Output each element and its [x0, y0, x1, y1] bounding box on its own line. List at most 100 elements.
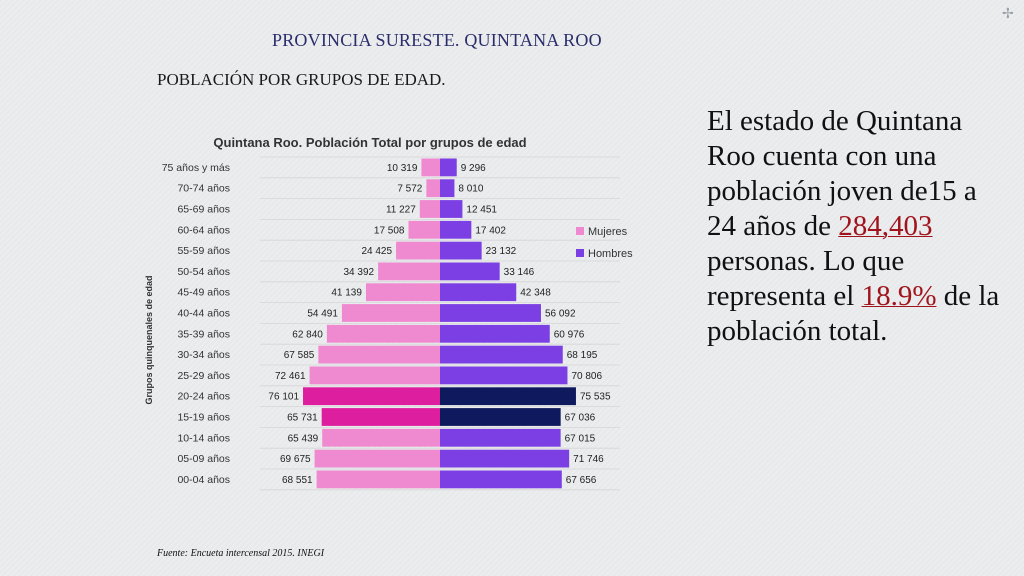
- category-label: 75 años y más: [162, 162, 230, 174]
- y-axis-label: Grupos quinquenales de edad: [144, 275, 154, 404]
- summary-text: El estado de Quintana Roo cuenta con una…: [707, 104, 1007, 349]
- bar-hombres: [440, 200, 463, 218]
- data-label-hombres: 12 451: [466, 205, 497, 216]
- bar-mujeres: [326, 324, 440, 343]
- bar-mujeres: [314, 449, 440, 468]
- bar-mujeres: [316, 470, 440, 489]
- bar-mujeres: [419, 200, 440, 218]
- young-population-count: 284,403: [838, 210, 933, 242]
- category-label: 50-54 años: [177, 266, 230, 278]
- category-labels: 75 años y más 70-74 años 65-69 años 60-64 a…: [162, 162, 230, 486]
- data-label-hombres: 60 976: [554, 329, 585, 340]
- bar-hombres: [440, 470, 562, 489]
- bar-mujeres: [396, 241, 440, 260]
- data-label-hombres: 56 092: [545, 309, 576, 320]
- corner-ornament-icon: ✢: [1002, 6, 1014, 22]
- young-population-percent: 18.9%: [861, 280, 937, 312]
- bar-mujeres: [421, 158, 440, 177]
- data-label-mujeres: 65 439: [288, 433, 319, 444]
- legend-label: Mujeres: [588, 226, 628, 238]
- legend-swatch: [576, 227, 584, 235]
- data-label-mujeres: 72 461: [275, 371, 306, 382]
- data-label-mujeres: 34 392: [344, 267, 375, 278]
- data-label-mujeres: 10 319: [387, 163, 418, 174]
- category-label: 45-49 años: [177, 287, 230, 299]
- data-label-hombres: 33 146: [504, 267, 535, 278]
- slide-title: PROVINCIA SURESTE. QUINTANA ROO: [272, 30, 602, 50]
- data-label-hombres: 68 195: [567, 350, 598, 361]
- category-label: 00-04 años: [177, 474, 230, 486]
- bar-mujeres: [426, 179, 440, 198]
- bar-mujeres: [321, 408, 440, 426]
- category-label: 05-09 años: [177, 453, 230, 465]
- chart-legend: Mujeres Hombres: [576, 226, 633, 260]
- bar-hombres: [440, 220, 472, 239]
- data-label-mujeres: 65 731: [287, 413, 318, 424]
- population-pyramid-chart: Quintana Roo. Población Total por grupos…: [130, 125, 650, 542]
- category-label: 60-64 años: [177, 224, 230, 236]
- bar-hombres: [440, 324, 550, 343]
- data-label-hombres: 75 535: [580, 392, 611, 403]
- bar-mujeres: [341, 304, 440, 322]
- data-label-mujeres: 69 675: [280, 454, 311, 465]
- data-label-hombres: 23 132: [486, 246, 517, 257]
- data-label-mujeres: 17 508: [374, 225, 405, 236]
- data-label-hombres: 70 806: [571, 371, 602, 382]
- data-label-mujeres: 54 491: [307, 309, 338, 320]
- data-label-hombres: 42 348: [520, 288, 551, 299]
- chart-svg: Quintana Roo. Población Total por grupos…: [144, 135, 636, 542]
- bar-mujeres: [365, 283, 440, 302]
- slide-subtitle: POBLACIÓN POR GRUPOS DE EDAD.: [157, 70, 446, 89]
- summary-text-part-1: El estado de Quintana Roo cuenta con una…: [707, 105, 977, 242]
- category-label: 25-29 años: [177, 370, 230, 382]
- data-label-mujeres: 62 840: [292, 329, 323, 340]
- data-label-hombres: 71 746: [573, 454, 604, 465]
- data-label-mujeres: 7 572: [397, 184, 422, 195]
- bar-hombres: [440, 408, 561, 426]
- data-label-hombres: 9 296: [461, 163, 486, 174]
- summary-text-part-3: de la población total.: [707, 280, 1000, 347]
- data-label-mujeres: 11 227: [386, 205, 416, 216]
- category-label: 55-59 años: [177, 245, 230, 257]
- bar-hombres: [440, 428, 561, 447]
- category-label: 15-19 años: [177, 412, 230, 424]
- data-label-mujeres: 24 425: [361, 246, 392, 257]
- bar-hombres: [440, 449, 570, 468]
- category-label: 35-39 años: [177, 328, 230, 340]
- legend-swatch: [576, 249, 584, 257]
- bar-mujeres: [322, 428, 440, 447]
- bar-hombres: [440, 304, 541, 322]
- legend-label: Hombres: [588, 248, 633, 260]
- chart-title: Quintana Roo. Población Total por grupos…: [213, 135, 526, 150]
- category-label: 40-44 años: [177, 308, 230, 320]
- data-label-hombres: 8 010: [458, 184, 483, 195]
- summary-text-part-2: personas. Lo que representa el: [707, 245, 905, 312]
- chart-bars: 10 319 9 296 7 572 8 010 11 227 12 451 17 508 1…: [268, 158, 611, 489]
- bar-hombres: [440, 241, 482, 260]
- source-note: Fuente: Encueta intercensal 2015. INEGI: [157, 548, 325, 559]
- data-label-hombres: 67 036: [565, 413, 596, 424]
- data-label-mujeres: 68 551: [282, 475, 313, 486]
- bar-hombres: [440, 262, 500, 281]
- data-label-hombres: 17 402: [475, 225, 506, 236]
- bar-hombres: [440, 387, 576, 406]
- bar-mujeres: [318, 345, 440, 364]
- data-label-mujeres: 76 101: [268, 392, 299, 403]
- bar-mujeres: [378, 262, 440, 281]
- bar-hombres: [440, 158, 457, 177]
- bar-hombres: [440, 179, 455, 198]
- data-label-hombres: 67 015: [565, 433, 596, 444]
- category-label: 10-14 años: [177, 432, 230, 444]
- category-label: 20-24 años: [177, 391, 230, 403]
- bar-mujeres: [408, 220, 440, 239]
- category-label: 70-74 años: [177, 183, 230, 195]
- bar-mujeres: [303, 387, 440, 406]
- data-label-mujeres: 41 139: [331, 288, 362, 299]
- category-label: 30-34 años: [177, 349, 230, 361]
- bar-mujeres: [309, 366, 440, 385]
- bar-hombres: [440, 366, 568, 385]
- data-label-mujeres: 67 585: [284, 350, 315, 361]
- chart-gridlines: [260, 156, 620, 491]
- data-label-hombres: 67 656: [566, 475, 597, 486]
- bar-hombres: [440, 345, 563, 364]
